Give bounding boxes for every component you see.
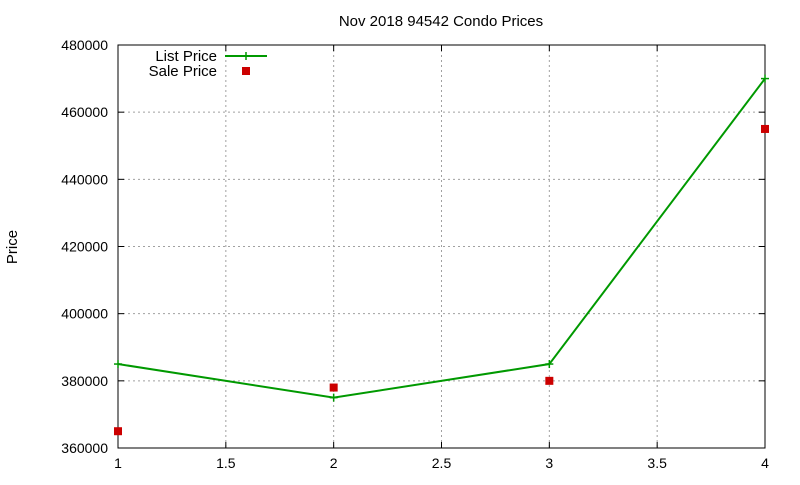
axes: 1 1.5 2 2.5 3 3.5 4 360000 380000 400000 420000 440… <box>61 37 769 471</box>
list-price-point <box>545 360 554 369</box>
y-tick-label: 420000 <box>61 239 108 255</box>
y-tick-label: 360000 <box>61 440 108 456</box>
sale-price-point <box>114 427 122 436</box>
list-price-point <box>329 393 338 402</box>
x-tick-label: 3.5 <box>647 455 667 471</box>
x-tick-label: 1.5 <box>216 455 236 471</box>
sale-price-point <box>761 124 769 133</box>
x-tick-label: 2.5 <box>432 455 452 471</box>
legend-label-sale-price: Sale Price <box>149 63 217 80</box>
list-price-point <box>761 74 769 83</box>
y-tick-label: 400000 <box>61 306 108 322</box>
y-tick-label: 380000 <box>61 373 108 389</box>
sale-price-point <box>545 376 554 385</box>
grid-lines <box>118 45 765 448</box>
list-price-point <box>114 360 122 369</box>
x-tick-label: 2 <box>330 455 338 471</box>
list-price-line <box>117 77 766 399</box>
legend-swatch-sale-price <box>242 67 250 75</box>
legend-label-list-price: List Price <box>155 48 217 65</box>
sale-price-point <box>329 383 338 392</box>
legend-swatch-list-price <box>225 52 267 60</box>
x-tick-label: 3 <box>545 455 553 471</box>
legend: List Price Sale Price <box>149 48 267 80</box>
x-tick-label: 4 <box>761 455 769 471</box>
x-tick-label: 1 <box>114 455 122 471</box>
y-tick-label: 480000 <box>61 37 108 53</box>
y-tick-label: 440000 <box>61 171 108 187</box>
chart-title: Nov 2018 94542 Condo Prices <box>339 13 543 30</box>
y-axis-label: Price <box>4 230 21 264</box>
legend-marker-list-price <box>242 52 250 60</box>
y-tick-label: 460000 <box>61 104 108 120</box>
series <box>114 74 769 436</box>
